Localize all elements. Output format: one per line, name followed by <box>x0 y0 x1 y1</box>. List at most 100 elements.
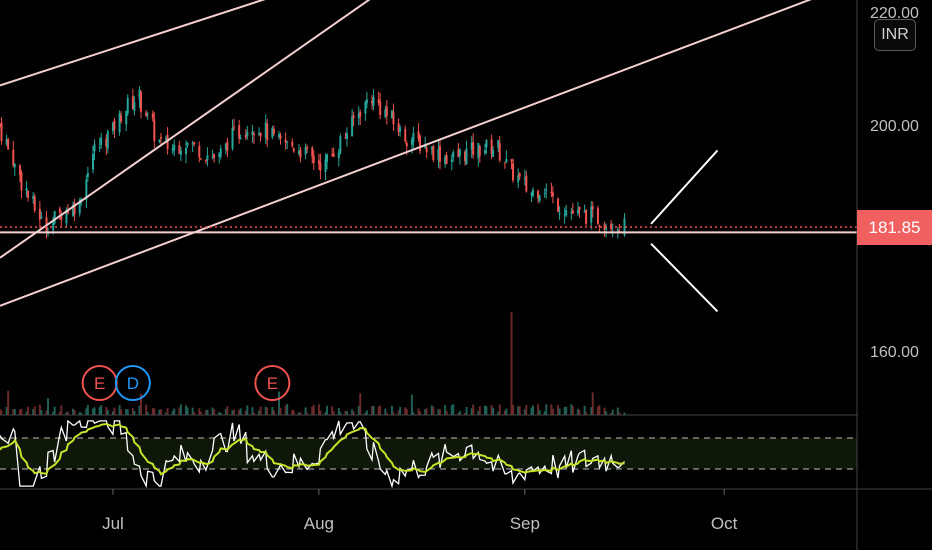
volume-bar <box>224 409 227 415</box>
candle-body <box>66 211 69 214</box>
volume-bar <box>239 408 242 415</box>
axes: 220.00 200.00 160.00 Jul Aug Sep Oct <box>102 0 919 550</box>
candle-body <box>371 100 374 104</box>
volume-bar <box>610 412 613 415</box>
candle-body <box>505 158 508 163</box>
volume-bars <box>0 312 626 415</box>
candle-body <box>158 139 161 143</box>
volume-bar <box>404 407 407 415</box>
candle-body <box>219 148 222 157</box>
candle-body <box>537 190 540 199</box>
volume-bar <box>27 406 30 415</box>
candle-body <box>591 206 594 210</box>
candle-body <box>557 198 560 212</box>
candle-body <box>258 132 261 135</box>
trendline[interactable] <box>0 0 837 307</box>
volume-bar <box>424 409 427 415</box>
trendline[interactable] <box>0 0 312 87</box>
candle-body <box>297 150 300 154</box>
candle-body <box>125 111 128 125</box>
volume-bar <box>146 411 149 415</box>
volume-bar <box>432 406 435 415</box>
candle-body <box>585 210 588 224</box>
volume-bar <box>272 410 275 415</box>
candle-body <box>339 136 342 154</box>
event-circle <box>114 365 151 401</box>
volume-bar <box>47 398 50 415</box>
volume-bar <box>445 410 448 415</box>
candle-body <box>251 131 254 135</box>
candle-body <box>563 214 566 216</box>
volume-bar <box>7 390 10 415</box>
candle-body <box>58 208 61 213</box>
candle-body <box>52 221 55 231</box>
candle-body <box>279 135 282 139</box>
candle-body <box>523 177 526 179</box>
candle-body <box>344 137 347 139</box>
volume-bar <box>357 405 360 415</box>
candle-body <box>224 143 227 150</box>
volume-bar <box>131 408 134 415</box>
candle-body <box>404 128 407 142</box>
candle-body <box>78 200 81 214</box>
candle-body <box>85 179 88 200</box>
candle-body <box>452 151 455 158</box>
rsi-pane[interactable] <box>0 414 932 490</box>
volume-bar <box>385 412 388 415</box>
volume-bar <box>351 409 354 415</box>
candle-body <box>550 191 553 193</box>
volume-bar <box>171 410 174 415</box>
candle-body <box>311 147 314 157</box>
volume-bar <box>464 412 467 415</box>
volume-bar <box>118 404 121 415</box>
volume-bar <box>72 408 75 415</box>
trendlines[interactable] <box>0 0 857 313</box>
dividend-event-marker[interactable]: D <box>114 365 151 401</box>
projection-line[interactable] <box>650 149 719 225</box>
candle-body <box>264 122 267 138</box>
volume-bar <box>605 411 608 415</box>
volume-bar <box>66 411 69 415</box>
candle-body <box>186 142 189 146</box>
volume-bar <box>530 407 533 415</box>
event-label: E <box>94 374 105 393</box>
candle-body <box>7 139 10 150</box>
volume-bar <box>259 406 262 415</box>
volume-bar <box>106 410 109 415</box>
candle-body <box>485 140 488 148</box>
candle-body <box>530 193 533 195</box>
candle-body <box>244 134 247 138</box>
candle-body <box>25 188 28 192</box>
candle-body <box>578 207 581 211</box>
candle-body <box>133 102 136 111</box>
earnings-event-marker[interactable]: E <box>254 365 291 401</box>
candle-body <box>385 106 388 117</box>
candle-body <box>105 138 108 147</box>
volume-bar <box>598 405 601 415</box>
candlestick-series <box>0 86 626 239</box>
volume-bar <box>25 411 28 415</box>
volume-bar <box>563 407 566 415</box>
volume-bar <box>258 410 261 415</box>
candle-body <box>86 172 89 178</box>
volume-bar <box>251 407 254 415</box>
candle-body <box>603 224 606 230</box>
volume-bar <box>226 406 229 415</box>
trendline[interactable] <box>0 0 392 259</box>
volume-bar <box>437 409 440 415</box>
volume-bar <box>278 391 281 415</box>
volume-bar <box>120 409 123 415</box>
candle-body <box>377 99 380 104</box>
volume-bar <box>550 404 553 415</box>
currency-button[interactable]: INR <box>874 19 916 51</box>
candle-body <box>198 145 201 158</box>
volume-bar <box>40 410 43 415</box>
projection-line[interactable] <box>650 242 719 313</box>
candle-body <box>324 159 327 172</box>
volume-bar <box>306 412 309 415</box>
candle-body <box>138 89 141 100</box>
candle-body <box>470 142 473 150</box>
volume-bar <box>339 411 342 415</box>
